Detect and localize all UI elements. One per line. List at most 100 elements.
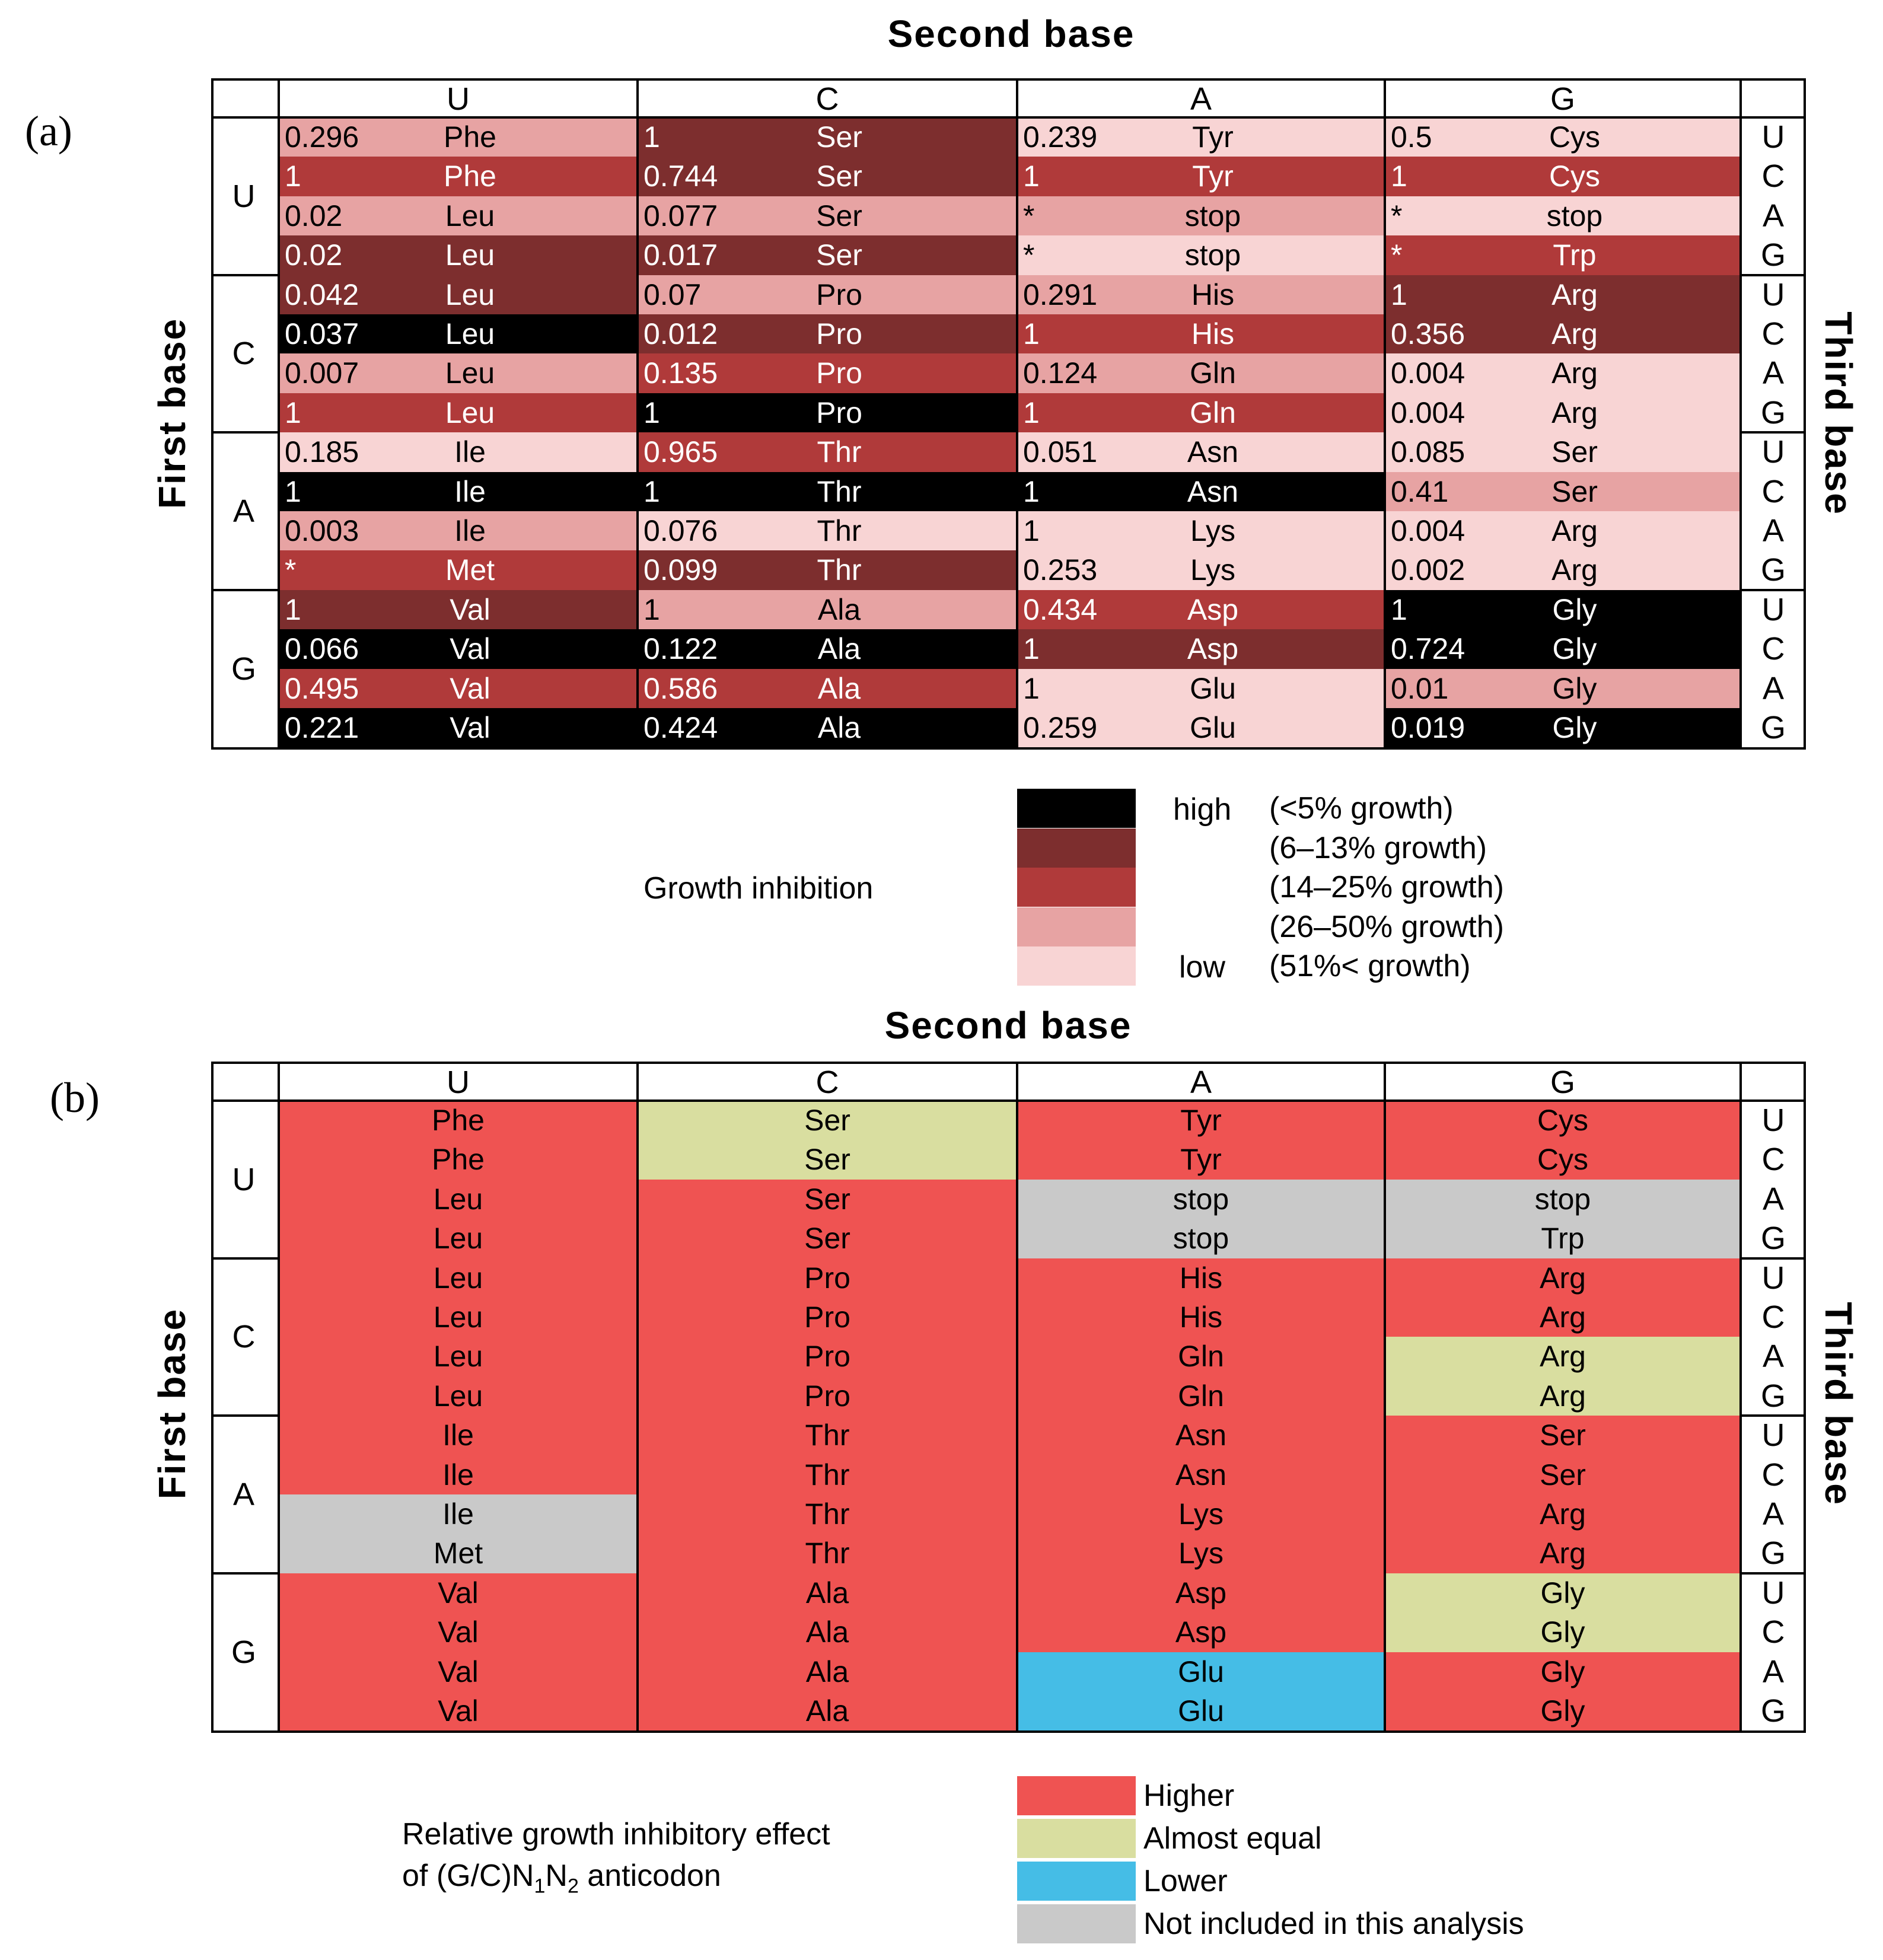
panel-b-label: (b)	[50, 1074, 100, 1121]
amino-acid-label: Pro	[804, 1379, 850, 1413]
legend-swatch	[1017, 789, 1136, 828]
codon-cell: 0.003 Ile	[279, 511, 638, 551]
amino-acid-label: Ile	[454, 514, 486, 547]
codon-cell: Ser	[638, 1219, 1017, 1259]
amino-acid-label: Ile	[442, 1419, 474, 1452]
amino-acid-label: Ser	[1540, 1419, 1586, 1452]
codon-cell: 1 Ser	[638, 117, 1017, 157]
column-divider	[278, 1062, 280, 1733]
codon-cell: Val	[279, 1573, 638, 1613]
amino-acid-label: Leu	[445, 396, 495, 429]
second-base-a-header: A	[1190, 81, 1212, 117]
amino-acid-label: Lys	[1178, 1497, 1224, 1531]
amino-acid-label: Phe	[432, 1143, 485, 1177]
amino-acid-label: Arg	[1540, 1340, 1586, 1373]
codon-cell: 0.434 Asp	[1017, 589, 1385, 630]
third-base-header: C	[1761, 1457, 1785, 1493]
amino-acid-label: Lys	[1178, 1537, 1224, 1570]
codon-cell: 0.076 Thr	[638, 511, 1017, 551]
first-base-g-header: G	[231, 651, 256, 687]
amino-acid-label: Pro	[804, 1301, 850, 1334]
codon-cell: 0.221 Val	[279, 708, 638, 748]
codon-value: 0.085	[1391, 435, 1465, 469]
codon-cell: 0.019 Gly	[1385, 708, 1741, 748]
third-base-header: U	[1761, 276, 1785, 313]
codon-value: 0.221	[285, 711, 359, 744]
codon-cell: 1 Tyr	[1017, 157, 1385, 197]
amino-acid-label: Val	[438, 1655, 479, 1688]
codon-cell: Ala	[638, 1691, 1017, 1731]
codon-cell: 0.042 Leu	[279, 275, 638, 315]
amino-acid-label: Ala	[817, 632, 861, 666]
codon-cell: * stop	[1017, 235, 1385, 276]
codon-cell: 1 Arg	[1385, 275, 1741, 315]
amino-acid-label: Ser	[1540, 1458, 1586, 1491]
codon-cell: Val	[279, 1652, 638, 1692]
codon-cell: 1 Asn	[1017, 471, 1385, 512]
third-base-header: C	[1761, 631, 1785, 667]
codon-cell: Pro	[638, 1258, 1017, 1298]
amino-acid-label: Cys	[1537, 1143, 1589, 1177]
third-base-header: G	[1760, 1220, 1786, 1257]
amino-acid-label: Gln	[1178, 1379, 1224, 1413]
third-base-header: C	[1761, 473, 1785, 509]
column-divider	[636, 1062, 639, 1733]
codon-value: 0.066	[285, 632, 359, 666]
codon-cell: Arg	[1385, 1258, 1741, 1298]
codon-value: 1	[285, 396, 301, 429]
column-divider	[278, 78, 280, 750]
amino-acid-label: stop	[1184, 238, 1241, 272]
legend-item-label: Not included in this analysis	[1143, 1907, 1524, 1941]
codon-cell: 0.051 Asn	[1017, 432, 1385, 473]
amino-acid-label: Thr	[817, 474, 862, 508]
amino-acid-label: Arg	[1551, 278, 1598, 311]
codon-cell: Leu	[279, 1298, 638, 1337]
amino-acid-label: Trp	[1553, 238, 1597, 272]
codon-cell: Leu	[279, 1258, 638, 1298]
codon-value: *	[1023, 199, 1035, 232]
legend-swatch	[1017, 1904, 1136, 1943]
amino-acid-label: Arg	[1540, 1301, 1586, 1334]
codon-value: 0.051	[1023, 435, 1098, 469]
codon-cell: Ser	[1385, 1455, 1741, 1495]
amino-acid-label: stop	[1173, 1222, 1229, 1255]
amino-acid-label: His	[1191, 278, 1235, 311]
codon-cell: Pro	[638, 1337, 1017, 1377]
codon-cell: Lys	[1017, 1494, 1385, 1534]
third-base-header: U	[1761, 119, 1785, 155]
codon-value: 0.004	[1391, 514, 1465, 547]
codon-cell: Ala	[638, 1573, 1017, 1613]
codon-cell: Cys	[1385, 1101, 1741, 1140]
amino-acid-label: Phe	[444, 120, 496, 154]
third-base-header: G	[1760, 1693, 1786, 1729]
second-base-c-header: C	[815, 81, 839, 117]
amino-acid-label: Leu	[433, 1379, 483, 1413]
codon-cell: 1 Pro	[638, 393, 1017, 433]
amino-acid-label: Asn	[1175, 1419, 1227, 1452]
codon-cell: 0.41 Ser	[1385, 471, 1741, 512]
codon-value: 0.434	[1023, 592, 1098, 626]
legend-item-label: Lower	[1143, 1864, 1228, 1898]
codon-cell: 1 Ala	[638, 589, 1017, 630]
codon-cell: 1 Cys	[1385, 157, 1741, 197]
amino-acid-label: Val	[450, 592, 490, 626]
codon-cell: Phe	[279, 1101, 638, 1140]
codon-cell: 1 Gly	[1385, 589, 1741, 630]
codon-value: 0.02	[285, 238, 343, 272]
codon-cell: Ile	[279, 1416, 638, 1456]
legend-item-label: (51%< growth)	[1269, 949, 1471, 983]
header-divider	[211, 116, 1806, 119]
codon-cell: 0.02 Leu	[279, 196, 638, 236]
amino-acid-label: Glu	[1190, 671, 1236, 705]
group-divider	[1741, 1257, 1806, 1260]
codon-cell: 1 Phe	[279, 157, 638, 197]
amino-acid-label: Ala	[817, 711, 861, 744]
codon-value: 0.003	[285, 514, 359, 547]
column-divider	[636, 78, 639, 750]
amino-acid-label: Val	[438, 1576, 479, 1610]
codon-cell: Leu	[279, 1219, 638, 1259]
codon-cell: 0.004 Arg	[1385, 353, 1741, 394]
codon-value: 0.02	[285, 199, 343, 232]
codon-cell: Arg	[1385, 1534, 1741, 1574]
third-base-header: G	[1760, 710, 1786, 745]
